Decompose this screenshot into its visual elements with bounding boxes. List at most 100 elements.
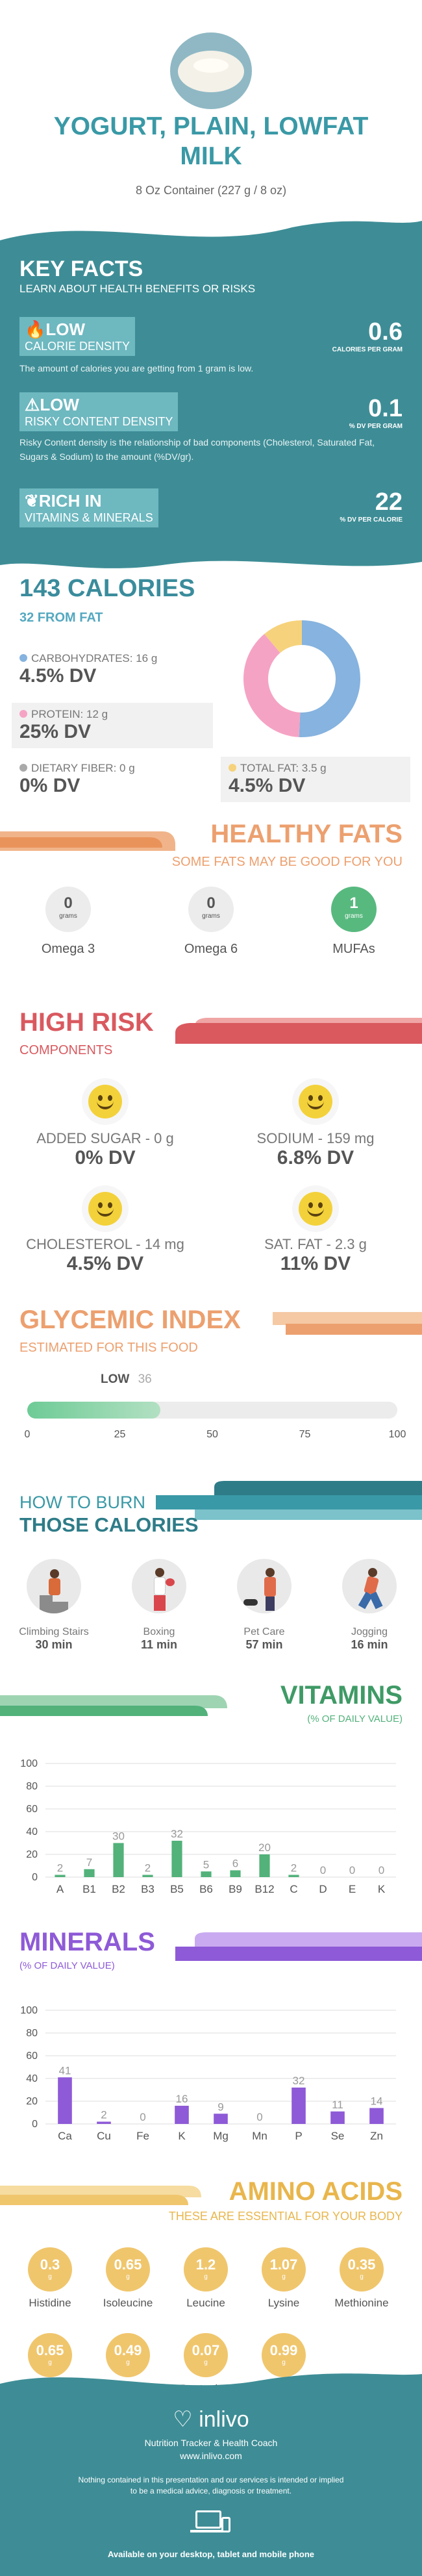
- risky-content-desc: Risky Content density is the relationshi…: [19, 437, 375, 462]
- leaf-icon: ❦: [25, 491, 39, 511]
- vitamin-value-label: 32: [171, 1828, 183, 1840]
- footer-tagline: Nutrition Tracker & Health Coach: [144, 2438, 278, 2448]
- burn-jogging: Jogging 16 min: [321, 1559, 418, 1652]
- mineral-value-label: 0: [140, 2111, 145, 2123]
- glycemic-tick: 75: [299, 1429, 311, 1440]
- vitamin-value-label: 30: [112, 1830, 125, 1843]
- vitamin-bar: [230, 1870, 241, 1877]
- vitamin-value-label: 2: [145, 1862, 151, 1875]
- mineral-category-label: Zn: [370, 2130, 383, 2142]
- added-sugar-stat: ADDED SUGAR - 0 g 0% DV: [36, 1130, 174, 1168]
- omega6-label: Omega 6: [184, 942, 238, 956]
- mineral-value-label: 14: [371, 2095, 383, 2108]
- mineral-category-label: P: [295, 2130, 302, 2142]
- vitamin-category-label: K: [378, 1883, 386, 1895]
- vitamin-bar: [55, 1875, 66, 1877]
- vitamin-ytick: 100: [20, 1758, 38, 1769]
- stairs-icon: [27, 1559, 81, 1613]
- added-sugar-smiley-icon: [88, 1085, 122, 1118]
- burn-title-1: HOW TO BURN: [19, 1493, 146, 1512]
- calorie-density-tag: 🔥LOW CALORIE DENSITY: [19, 317, 136, 356]
- fat-dot: [229, 764, 236, 772]
- vitamin-value-label: 5: [203, 1858, 209, 1871]
- mineral-value-label: 16: [176, 2093, 188, 2105]
- amino-value-circle: 1.2 g: [184, 2247, 228, 2292]
- vitamins-title: VITAMINS: [280, 1681, 403, 1710]
- vitamin-value-label: 20: [258, 1841, 271, 1854]
- amino-item-methionine: 0.35 g Methionine: [326, 2247, 397, 2310]
- calorie-density-value: 0.6 CALORIES PER GRAM: [332, 318, 403, 353]
- mufas-label: MUFAs: [332, 942, 375, 956]
- sodium-stat: SODIUM - 159 mg 6.8% DV: [256, 1130, 375, 1168]
- rich-vitamins-value: 22 % DV PER CALORIE: [340, 488, 403, 524]
- footer-wave: [0, 2373, 422, 2403]
- vitamin-value-label: 6: [232, 1858, 238, 1870]
- vitamin-value-label: 0: [379, 1864, 384, 1876]
- vitamin-category-label: C: [290, 1883, 297, 1895]
- glycemic-subtitle: ESTIMATED FOR THIS FOOD: [19, 1341, 198, 1355]
- healthy-fats-title: HEALTHY FATS: [210, 820, 403, 848]
- boxing-icon: [132, 1559, 186, 1613]
- page-title: YOGURT, PLAIN, LOWFAT MILK: [53, 112, 369, 170]
- minerals-subtitle: (% OF DAILY VALUE): [19, 1960, 115, 1971]
- amino-item-lysine: 1.07 g Lysine: [248, 2247, 319, 2310]
- carbs-dot: [19, 654, 27, 662]
- macro-donut-chart: [243, 620, 361, 737]
- footer-url[interactable]: www.inlivo.com: [180, 2451, 242, 2461]
- vitamin-category-label: B3: [141, 1883, 155, 1895]
- healthy-fats-banner: [0, 831, 175, 851]
- calories-from-fat: 32 FROM FAT: [19, 611, 103, 625]
- protein-dot: [19, 710, 27, 718]
- high-risk-title: HIGH RISK: [19, 1008, 154, 1037]
- burn-title-2: THOSE CALORIES: [19, 1513, 199, 1536]
- vitamin-bar: [113, 1843, 124, 1877]
- donut-slice-fat: [264, 620, 302, 653]
- amino-value-circle: 0.65 g: [106, 2247, 150, 2292]
- vitamins-banner: [0, 1695, 227, 1716]
- amino-item-isoleucine: 0.65 g Isoleucine: [92, 2247, 164, 2310]
- burn-stairs: Climbing Stairs 30 min: [5, 1559, 103, 1652]
- amino-subtitle: THESE ARE ESSENTIAL FOR YOUR BODY: [168, 2210, 403, 2223]
- glycemic-track: [27, 1402, 397, 1419]
- jogging-icon: [342, 1559, 397, 1613]
- minerals-banner: [175, 1932, 422, 1961]
- glycemic-fill: [27, 1402, 161, 1419]
- inlivo-logo: ♡ inlivo: [173, 2407, 249, 2432]
- mineral-ytick: 60: [26, 2051, 38, 2062]
- vitamin-bar: [201, 1871, 212, 1877]
- glycemic-tick: 100: [388, 1429, 406, 1440]
- flame-icon: 🔥: [25, 320, 46, 339]
- mineral-ytick: 40: [26, 2073, 38, 2084]
- sodium-smiley-icon: [299, 1085, 332, 1118]
- minerals-bar-chart: 0 20 40 60 80 100 41 Ca 2 Cu 0 Fe 16 K 9 Mg 0 Mn 32 P 11 Se 14…: [20, 2005, 396, 2142]
- glycemic-level: LOW 36: [101, 1372, 152, 1386]
- vitamin-bar: [259, 1854, 270, 1877]
- mineral-bar: [330, 2111, 345, 2124]
- vitamin-category-label: B9: [229, 1883, 242, 1895]
- key-facts-title: KEY FACTS: [19, 257, 143, 281]
- mufas-circle: 1 grams: [331, 887, 377, 932]
- mineral-category-label: Cu: [97, 2130, 111, 2142]
- amino-item-leucine: 1.2 g Leucine: [170, 2247, 242, 2310]
- vitamin-ytick: 60: [26, 1804, 38, 1815]
- glycemic-tick: 0: [24, 1429, 31, 1440]
- vitamin-value-label: 7: [86, 1856, 92, 1869]
- donut-slice-carbohydrates: [299, 620, 361, 737]
- amino-banner: [0, 2186, 201, 2205]
- vitamin-ytick: 20: [26, 1849, 38, 1860]
- amino-value-circle: 0.99 g: [262, 2333, 306, 2377]
- glycemic-banner: [273, 1312, 422, 1335]
- glycemic-title: GLYCEMIC INDEX: [19, 1306, 241, 1334]
- minerals-title: MINERALS: [19, 1928, 155, 1956]
- dog-walking-icon: [237, 1559, 292, 1613]
- vitamin-bar: [288, 1875, 299, 1877]
- key-facts-subtitle: LEARN ABOUT HEALTH BENEFITS OR RISKS: [19, 283, 256, 295]
- mineral-value-label: 9: [217, 2101, 223, 2113]
- risky-content-tag: ⚠LOW RISKY CONTENT DENSITY: [19, 392, 179, 431]
- risky-content-value: 0.1 % DV PER GRAM: [349, 395, 403, 430]
- vitamin-bar: [171, 1841, 182, 1877]
- omega6-circle: 0 grams: [188, 887, 234, 932]
- amino-item-histidine: 0.3 g Histidine: [14, 2247, 86, 2310]
- footer-available: Available on your desktop, tablet and mo…: [107, 2549, 315, 2559]
- vitamin-category-label: A: [56, 1883, 64, 1895]
